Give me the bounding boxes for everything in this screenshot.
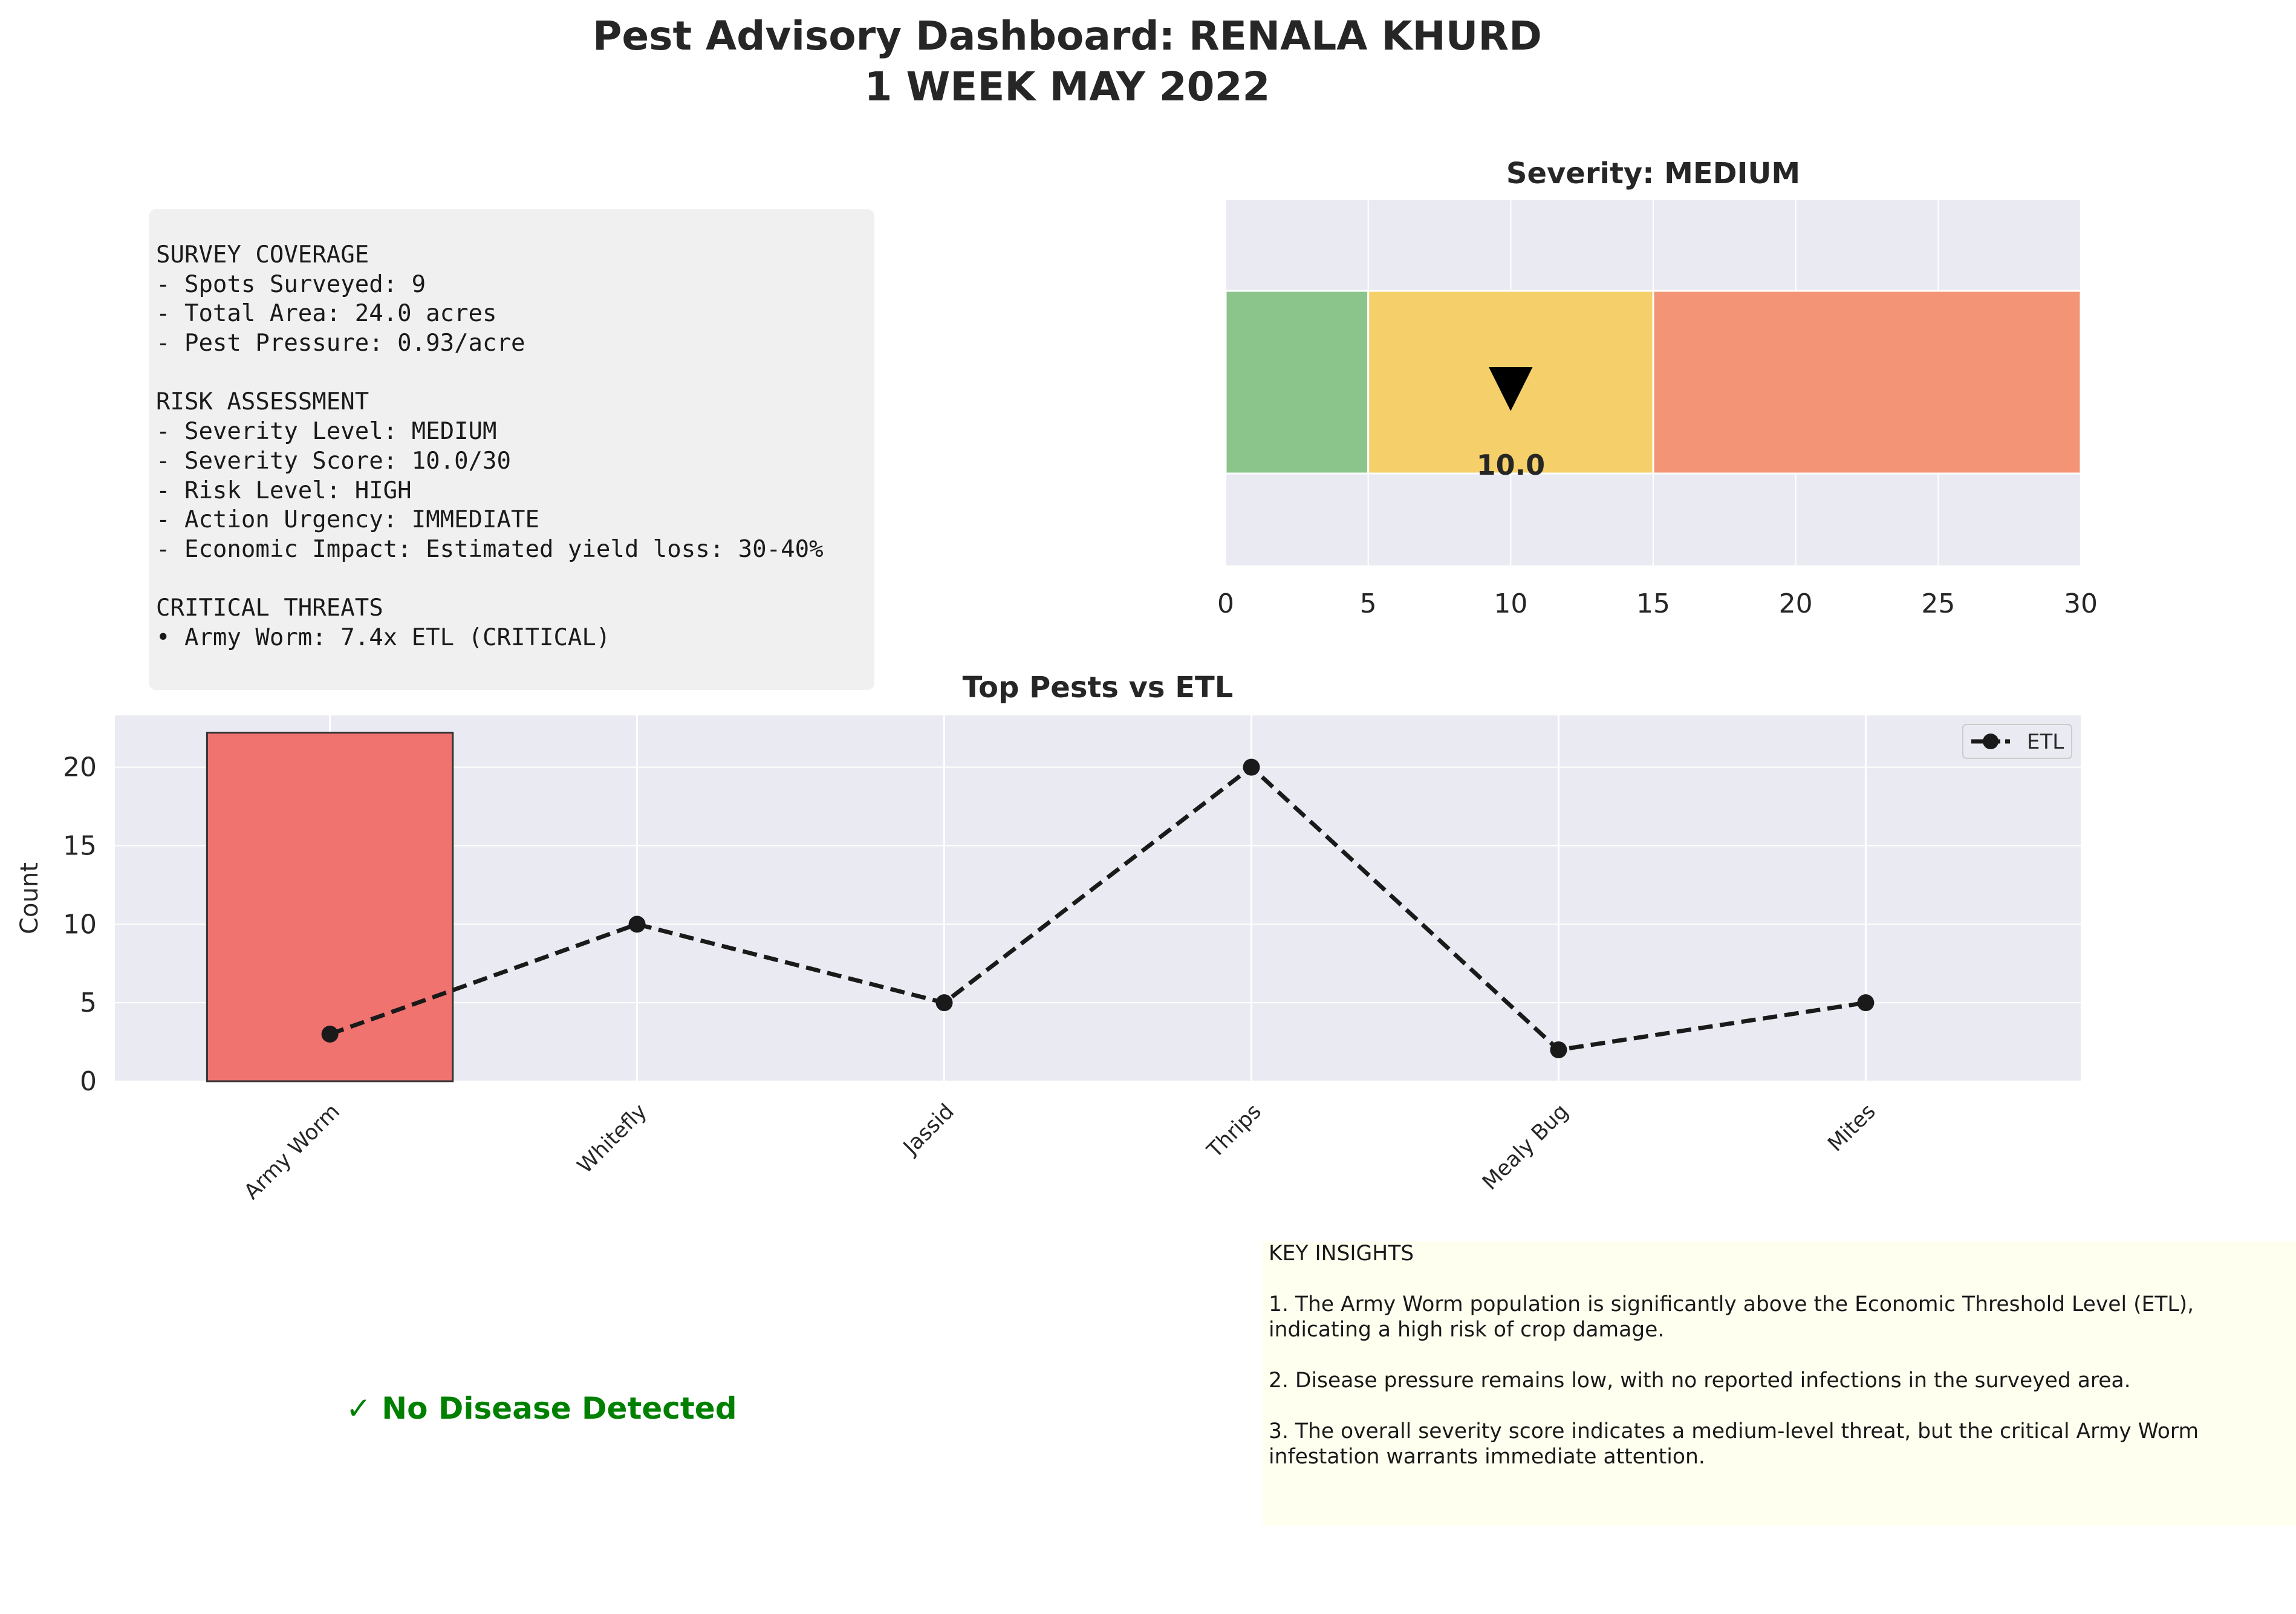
- etl-point: [1550, 1041, 1567, 1059]
- summary-panel: [149, 209, 874, 690]
- etl-point: [321, 1026, 339, 1043]
- summary-line: - Action Urgency: IMMEDIATE: [156, 506, 539, 534]
- insight-line: [1269, 1342, 2291, 1368]
- bars-x-tick-label: Army Worm: [239, 1099, 345, 1205]
- dashboard-title: Pest Advisory Dashboard: RENALA KHURD 1 …: [0, 11, 2135, 112]
- summary-line: - Total Area: 24.0 acres: [156, 300, 497, 328]
- etl-point: [935, 994, 953, 1012]
- gauge-value-label: 10.0: [1477, 449, 1546, 481]
- gauge-tick-label: 5: [1360, 588, 1377, 619]
- insight-line: 2. Disease pressure remains low, with no…: [1269, 1368, 2131, 1393]
- gauge-tick-label: 10: [1494, 588, 1527, 619]
- etl-line: [329, 764, 1866, 1052]
- bars-legend: [1962, 724, 2072, 759]
- summary-line: RISK ASSESSMENT: [156, 388, 369, 416]
- bar-army-worm: [206, 732, 454, 1082]
- gauge-title: Severity: MEDIUM: [1506, 157, 1800, 190]
- severity-gauge-chart: ▼ 10.0 Severity: MEDIUM 0 5 10 15 20 25 30: [1217, 157, 2098, 619]
- gauge-tick-label: 0: [1217, 588, 1234, 619]
- gauge-tick-label: 20: [1779, 588, 1813, 619]
- gauge-marker-icon: ▼: [1489, 351, 1533, 418]
- insight-line: 1. The Army Worm population is significa…: [1269, 1292, 2194, 1342]
- top-pests-chart: 0 5 10 15 20 Top Pests vs ETL Count Army Worm Wh…: [16, 671, 2081, 1205]
- gauge-tick-label: 15: [1636, 588, 1670, 619]
- gauge-zone-medium: [1367, 290, 1654, 475]
- bars-title: Top Pests vs ETL: [963, 671, 1234, 704]
- summary-text: SURVEY COVERAGE - Spots Surveyed: 9- Tota…: [156, 241, 824, 653]
- insight-line: [1269, 1266, 2291, 1292]
- bars-y-tick-label: 10: [63, 909, 97, 940]
- legend-etl-marker: [1983, 734, 1998, 749]
- key-insights-text: KEY INSIGHTS 1. The Army Worm population …: [1269, 1241, 2291, 1469]
- key-insights-panel: [1263, 1241, 2296, 1526]
- legend-etl-label: ETL: [2027, 730, 2064, 754]
- insight-line: [1269, 1393, 2291, 1419]
- summary-line: • Army Worm: 7.4x ETL (CRITICAL): [156, 623, 611, 651]
- bars-x-tick-label: Whitefly: [573, 1099, 651, 1178]
- summary-line: - Risk Level: HIGH: [156, 477, 412, 504]
- no-disease-status: ✓ No Disease Detected: [346, 1391, 737, 1426]
- summary-line: CRITICAL THREATS: [156, 594, 383, 622]
- bars-x-tick-label: Mealy Bug: [1478, 1099, 1573, 1195]
- bars-y-tick-label: 20: [63, 752, 97, 783]
- bars-x-tick-label: Jassid: [898, 1099, 959, 1160]
- summary-line: - Economic Impact: Estimated yield loss:…: [156, 535, 824, 563]
- gauge-zone-low: [1224, 290, 1370, 475]
- etl-point: [628, 916, 646, 933]
- summary-line: SURVEY COVERAGE: [156, 241, 369, 268]
- summary-line: - Pest Pressure: 0.93/acre: [156, 330, 525, 357]
- insight-line: 3. The overall severity score indicates …: [1269, 1419, 2199, 1469]
- bars-y-tick-label: 0: [80, 1066, 97, 1097]
- summary-line: - Spots Surveyed: 9: [156, 270, 426, 298]
- bars-x-tick-label: Mites: [1823, 1099, 1880, 1156]
- gauge-tick-label: 30: [2064, 588, 2098, 619]
- etl-point: [1243, 758, 1260, 776]
- summary-line: - Severity Level: MEDIUM: [156, 418, 497, 446]
- gauge-zone-high: [1652, 290, 2082, 475]
- title-line-2: 1 WEEK MAY 2022: [864, 63, 1270, 110]
- bars-y-axis-label: Count: [16, 862, 44, 934]
- gauge-tick-label: 25: [1921, 588, 1955, 619]
- bars-x-tick-label: Thrips: [1202, 1099, 1266, 1163]
- summary-line: - Severity Score: 10.0/30: [156, 447, 511, 475]
- etl-point: [1857, 994, 1875, 1012]
- insight-line: KEY INSIGHTS: [1269, 1241, 1414, 1266]
- title-line-1: Pest Advisory Dashboard: RENALA KHURD: [593, 13, 1542, 59]
- bars-y-tick-label: 5: [80, 988, 97, 1018]
- bars-y-tick-label: 15: [63, 831, 97, 862]
